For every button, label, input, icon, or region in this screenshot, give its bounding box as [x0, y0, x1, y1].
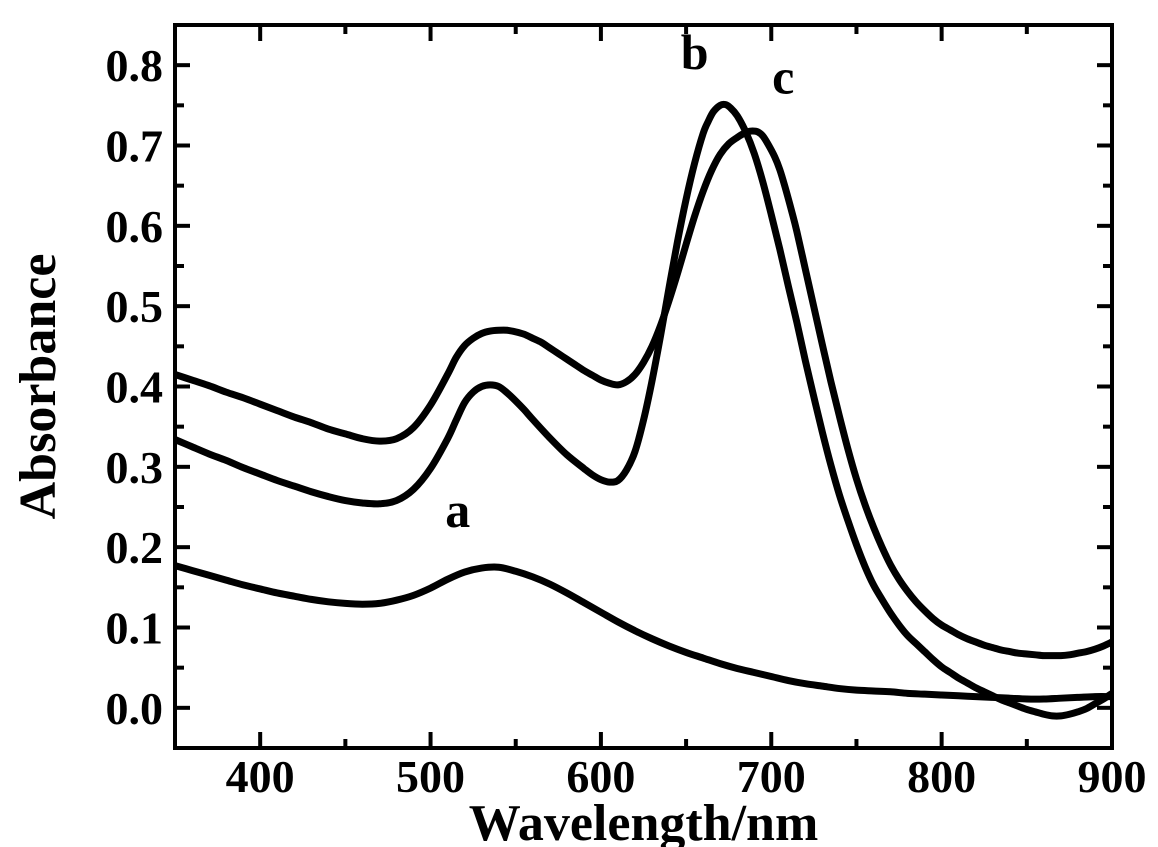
- y-tick-label: 0.4: [106, 362, 164, 413]
- x-tick-label: 400: [226, 751, 295, 802]
- y-tick-label: 0.7: [106, 121, 164, 172]
- annotation-a: a: [445, 482, 470, 538]
- x-tick-label: 500: [396, 751, 465, 802]
- x-axis-label: Wavelength/nm: [469, 795, 819, 847]
- y-tick-label: 0.2: [106, 522, 164, 573]
- x-tick-label: 800: [907, 751, 976, 802]
- y-tick-label: 0.8: [106, 40, 164, 91]
- annotation-c: c: [772, 48, 794, 104]
- annotation-b: b: [681, 24, 709, 80]
- y-tick-label: 0.0: [106, 683, 164, 734]
- absorbance-chart: 4005006007008009000.00.10.20.30.40.50.60…: [0, 0, 1158, 847]
- y-axis-label: Absorbance: [10, 254, 67, 520]
- y-tick-label: 0.6: [106, 201, 164, 252]
- y-tick-label: 0.1: [106, 603, 164, 654]
- y-tick-label: 0.5: [106, 281, 164, 332]
- x-tick-label: 900: [1078, 751, 1147, 802]
- y-tick-label: 0.3: [106, 442, 164, 493]
